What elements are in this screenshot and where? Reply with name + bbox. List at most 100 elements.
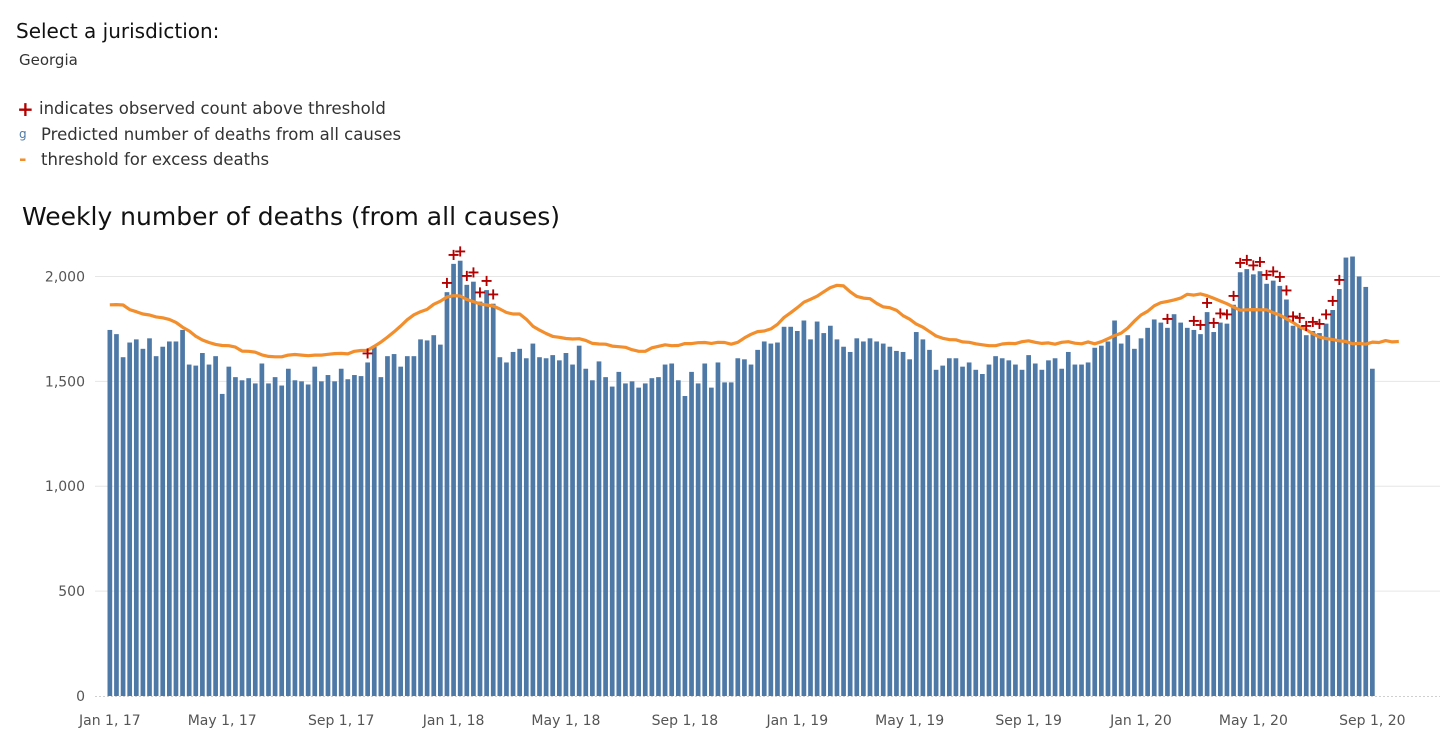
bar bbox=[1092, 347, 1098, 696]
bar bbox=[834, 339, 840, 696]
bar bbox=[457, 260, 463, 696]
bar bbox=[1198, 334, 1203, 696]
bar bbox=[140, 348, 146, 696]
line-swatch-icon: - bbox=[19, 149, 27, 171]
bar bbox=[1231, 304, 1236, 696]
x-tick-label: May 1, 19 bbox=[875, 713, 944, 729]
bar bbox=[1184, 327, 1190, 696]
bar bbox=[200, 353, 205, 696]
x-tick-label: Sep 1, 17 bbox=[308, 713, 374, 729]
bar bbox=[127, 342, 133, 696]
bar bbox=[1099, 345, 1104, 696]
bar bbox=[1277, 285, 1283, 696]
bar bbox=[523, 358, 529, 696]
bar bbox=[642, 383, 648, 696]
bar bbox=[444, 292, 450, 696]
x-tick-label: May 1, 20 bbox=[1219, 713, 1288, 729]
jurisdiction-selector[interactable]: Georgia bbox=[19, 51, 78, 69]
bar bbox=[623, 383, 628, 696]
bar bbox=[735, 358, 741, 696]
above-threshold-marker: + bbox=[453, 242, 466, 261]
bar bbox=[861, 341, 866, 696]
legend-item-predicted: g Predicted number of deaths from all ca… bbox=[17, 122, 401, 148]
above-threshold-marker: + bbox=[1326, 291, 1339, 310]
bar bbox=[788, 326, 794, 696]
bar bbox=[1264, 283, 1269, 696]
bar bbox=[781, 326, 787, 696]
bar bbox=[272, 377, 278, 696]
above-threshold-marker: + bbox=[473, 283, 486, 302]
bar bbox=[689, 371, 694, 696]
above-threshold-marker: + bbox=[1161, 309, 1174, 328]
x-axis: Jan 1, 17 May 1, 17 Sep 1, 17 Jan 1, 18 May … bbox=[78, 713, 1406, 729]
above-threshold-marker: + bbox=[1319, 305, 1332, 324]
x-tick-label: Jan 1, 18 bbox=[422, 713, 485, 729]
bar bbox=[894, 350, 899, 696]
bar bbox=[1138, 338, 1144, 696]
legend-item-threshold: - threshold for excess deaths bbox=[17, 147, 401, 173]
bar bbox=[1013, 364, 1018, 696]
above-threshold-marker: + bbox=[1300, 316, 1313, 335]
bar bbox=[365, 362, 370, 696]
jurisdiction-selector-label: Select a jurisdiction: bbox=[16, 19, 220, 43]
bar bbox=[1026, 355, 1031, 696]
bar bbox=[186, 364, 192, 696]
legend-item-above-threshold: + indicates observed count above thresho… bbox=[17, 96, 401, 122]
bar bbox=[563, 353, 569, 696]
bar bbox=[1363, 286, 1369, 696]
bar bbox=[616, 371, 622, 696]
bar bbox=[153, 356, 159, 696]
bar bbox=[940, 365, 946, 696]
legend-label: Predicted number of deaths from all caus… bbox=[41, 124, 402, 144]
bar bbox=[438, 344, 443, 696]
bar bbox=[219, 393, 225, 696]
bar bbox=[147, 338, 152, 696]
y-tick-label: 0 bbox=[76, 689, 85, 705]
bar bbox=[305, 384, 311, 696]
bar bbox=[1204, 312, 1210, 696]
x-tick-label: Jan 1, 19 bbox=[765, 713, 828, 729]
bar bbox=[319, 381, 324, 696]
bar bbox=[404, 356, 410, 696]
bar bbox=[590, 380, 595, 696]
bar bbox=[471, 281, 476, 696]
bar bbox=[543, 358, 549, 696]
bar bbox=[233, 377, 238, 696]
bar bbox=[133, 339, 139, 696]
bar bbox=[517, 348, 523, 696]
bar bbox=[259, 363, 265, 696]
bar bbox=[325, 375, 331, 696]
bar bbox=[682, 396, 688, 696]
bar bbox=[239, 380, 245, 696]
threshold-line bbox=[109, 283, 1399, 359]
above-threshold-marker: + bbox=[1240, 250, 1253, 269]
bar bbox=[1370, 368, 1375, 696]
bar bbox=[312, 366, 318, 696]
bar bbox=[841, 346, 846, 696]
bar bbox=[1310, 330, 1316, 696]
above-threshold-marker: + bbox=[1313, 314, 1326, 333]
bar bbox=[1151, 319, 1157, 696]
bar bbox=[933, 369, 939, 696]
bar bbox=[1224, 323, 1230, 696]
above-threshold-marker: + bbox=[1267, 262, 1280, 281]
bar bbox=[656, 377, 661, 696]
bar bbox=[451, 263, 456, 696]
bar bbox=[431, 335, 437, 696]
bar bbox=[722, 382, 727, 696]
bar bbox=[1217, 322, 1223, 696]
bar bbox=[1132, 348, 1137, 696]
bar bbox=[1317, 333, 1322, 696]
bar bbox=[1032, 363, 1038, 696]
bar bbox=[946, 358, 952, 696]
bar bbox=[695, 383, 701, 696]
bar bbox=[709, 387, 714, 696]
bar bbox=[166, 341, 172, 696]
bar bbox=[418, 339, 423, 696]
bar bbox=[801, 320, 807, 696]
bar bbox=[907, 359, 913, 696]
bar bbox=[880, 343, 886, 696]
legend: + indicates observed count above thresho… bbox=[17, 96, 401, 173]
bar bbox=[927, 349, 932, 696]
